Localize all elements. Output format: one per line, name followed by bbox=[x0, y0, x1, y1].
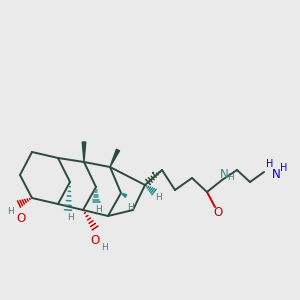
Text: H: H bbox=[156, 193, 162, 202]
Text: O: O bbox=[90, 233, 100, 247]
Text: H: H bbox=[102, 242, 108, 251]
Text: N: N bbox=[272, 167, 280, 181]
Polygon shape bbox=[82, 142, 86, 162]
Polygon shape bbox=[121, 193, 127, 197]
Polygon shape bbox=[110, 149, 120, 167]
Text: H: H bbox=[67, 214, 73, 223]
Text: N: N bbox=[220, 167, 228, 181]
Text: H: H bbox=[280, 163, 288, 173]
Text: H: H bbox=[127, 202, 134, 211]
Text: H: H bbox=[94, 206, 101, 214]
Text: H: H bbox=[228, 173, 234, 182]
Text: H: H bbox=[7, 208, 14, 217]
Text: O: O bbox=[213, 206, 223, 218]
Text: O: O bbox=[16, 212, 26, 226]
Text: H: H bbox=[266, 159, 274, 169]
Text: ·: · bbox=[150, 164, 156, 184]
